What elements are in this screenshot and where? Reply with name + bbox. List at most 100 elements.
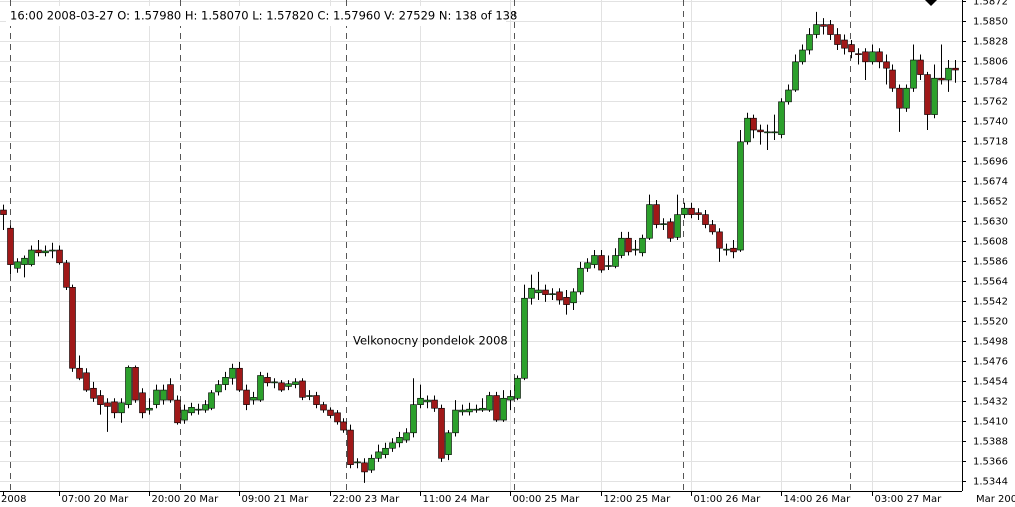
body [334,412,341,423]
body [7,227,14,265]
body [160,389,167,401]
body [869,51,876,63]
body [403,432,410,441]
x-tick-label: 09:00 21 Mar [242,494,310,505]
body [709,224,716,233]
body [598,255,605,271]
body [834,34,841,45]
body [924,74,931,115]
y-tick-label: 1.5828 [973,37,1008,48]
body [327,409,334,416]
body [125,367,132,405]
body [445,432,452,455]
body [132,367,139,401]
x-tick-label: 07:00 20 Mar [62,494,130,505]
header: 16:00 2008-03-27 O: 1.57980 H: 1.58070 L… [10,9,517,23]
body [473,408,480,411]
body [723,248,730,251]
body [76,367,83,379]
y-tick-label: 1.5344 [973,477,1008,488]
body [466,408,473,413]
body [111,401,118,414]
body [667,221,674,239]
body [688,207,695,215]
y-tick-label: 1.5696 [973,157,1008,168]
body [69,287,76,369]
day-separators [10,0,851,491]
y-tick-label: 1.5388 [973,437,1008,448]
body [375,451,382,459]
body [730,247,737,253]
annotation: Velkonocny pondelok 2008 [353,334,508,348]
body [174,399,181,424]
body [605,265,612,267]
x-tick-label: 14:00 26 Mar [784,494,852,505]
body [952,67,959,71]
body [841,39,848,49]
x-tick-label: 22:00 23 Mar [333,494,401,505]
body [792,61,799,91]
body [271,381,278,384]
body [500,397,507,421]
x-tick-label: 11:00 24 Mar [423,494,491,505]
body [104,402,111,407]
body [827,24,834,35]
body [202,404,209,411]
body [347,429,354,465]
y-tick-label: 1.5740 [973,117,1008,128]
body [910,59,917,89]
body [424,399,431,403]
body [250,397,257,401]
body [528,287,535,299]
y-tick-label: 1.5366 [973,457,1008,468]
y-tick-label: 1.5806 [973,57,1008,68]
body [42,250,49,254]
body [931,77,938,115]
body [883,61,890,69]
body [257,375,264,401]
y-tick-label: 1.5652 [973,197,1008,208]
body [83,372,90,391]
body [90,387,97,399]
body [896,87,903,109]
body [639,237,646,254]
current-marker [925,0,937,6]
body [35,249,42,254]
body [744,117,751,143]
body [563,297,570,305]
body [570,291,577,304]
body [771,131,778,134]
y-tick-label: 1.5454 [973,377,1008,388]
body [396,437,403,444]
body [167,384,174,401]
body [514,377,521,399]
body [653,204,660,225]
body [292,381,299,385]
body [285,383,292,387]
body [97,395,104,405]
body [813,24,820,35]
header-bg [6,6,506,26]
body [521,297,528,379]
body [236,367,243,391]
body [28,249,35,265]
body [368,457,375,471]
body [208,392,215,409]
body [903,87,910,109]
body [917,59,924,75]
body [195,408,202,411]
body [785,89,792,103]
body [625,237,632,253]
y-tick-label: 1.5762 [973,97,1008,108]
body [146,407,153,411]
body [278,382,285,391]
body [479,407,486,411]
body [632,248,639,251]
body [507,396,514,401]
body [646,204,653,239]
body [188,407,195,414]
y-tick-label: 1.5432 [973,397,1008,408]
body [876,51,883,63]
body [431,399,438,409]
